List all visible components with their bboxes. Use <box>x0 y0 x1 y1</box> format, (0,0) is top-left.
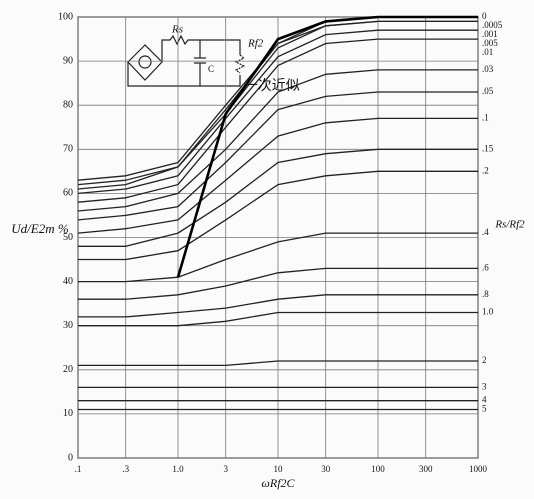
series-line <box>77 29 478 195</box>
y-tick-label: 10 <box>63 408 73 419</box>
legend-label: 5 <box>482 404 487 414</box>
x-axis-label: ωRf2C <box>261 476 295 490</box>
y-tick-label: 40 <box>63 276 73 287</box>
legend-label: 4 <box>482 395 487 405</box>
x-tick-label: 1000 <box>469 464 488 474</box>
x-tick-label: 10 <box>274 464 284 474</box>
legend-label: .01 <box>482 47 493 57</box>
x-tick-label: 1.0 <box>172 464 184 474</box>
legend-label: .6 <box>482 262 489 272</box>
x-tick-label: 30 <box>321 464 331 474</box>
legend-label: .15 <box>482 143 494 153</box>
y-tick-label: 100 <box>58 11 73 22</box>
legend-label: 3 <box>482 382 487 392</box>
inset-label: Rs <box>171 24 183 36</box>
legend-label: .005 <box>482 38 498 48</box>
inset-label: Rf2 <box>247 38 264 50</box>
y2-axis-label: Rs/Rf2 <box>494 219 525 231</box>
y-tick-label: 20 <box>63 364 73 375</box>
series-line <box>77 69 478 212</box>
y-tick-label: 0 <box>68 452 73 463</box>
y-tick-label: 70 <box>63 144 73 155</box>
y-tick-label: 60 <box>63 188 73 199</box>
series-line <box>77 117 478 234</box>
legend-label: 2 <box>482 355 487 365</box>
x-tick-label: .3 <box>122 464 129 474</box>
legend-label: .05 <box>482 86 494 96</box>
circuit-inset <box>118 34 246 92</box>
approximation-line <box>176 15 478 278</box>
series-line <box>78 360 478 367</box>
series-line <box>78 294 478 318</box>
y-tick-label: 90 <box>63 55 73 66</box>
series-line <box>78 311 478 327</box>
series-line <box>78 232 478 283</box>
legend-label: .2 <box>482 165 489 175</box>
legend-label: 0 <box>482 11 487 21</box>
legend-label: .03 <box>482 64 494 74</box>
y-tick-label: 50 <box>63 232 73 243</box>
series-line <box>78 267 478 300</box>
series-line <box>78 170 478 261</box>
x-tick-label: .1 <box>75 464 82 474</box>
series-line <box>77 20 478 190</box>
legend-label: .4 <box>482 227 489 237</box>
y-tick-label: 30 <box>63 320 73 331</box>
y-axis-label: Ud/E2m % <box>11 221 69 236</box>
x-tick-label: 3 <box>223 464 228 474</box>
legend-label: .001 <box>482 29 498 39</box>
legend-label: .8 <box>482 289 489 299</box>
series-line <box>78 148 478 247</box>
legend-label: .1 <box>482 112 489 122</box>
annotation: 一次近似 <box>244 78 300 94</box>
inset-label: C <box>208 64 214 74</box>
legend-label: .0005 <box>482 20 503 30</box>
x-tick-label: 100 <box>371 464 385 474</box>
series-line <box>77 38 478 203</box>
y-tick-label: 80 <box>63 99 73 110</box>
series-line <box>77 91 478 221</box>
x-tick-label: 300 <box>419 464 433 474</box>
legend-label: 1.0 <box>482 307 494 317</box>
